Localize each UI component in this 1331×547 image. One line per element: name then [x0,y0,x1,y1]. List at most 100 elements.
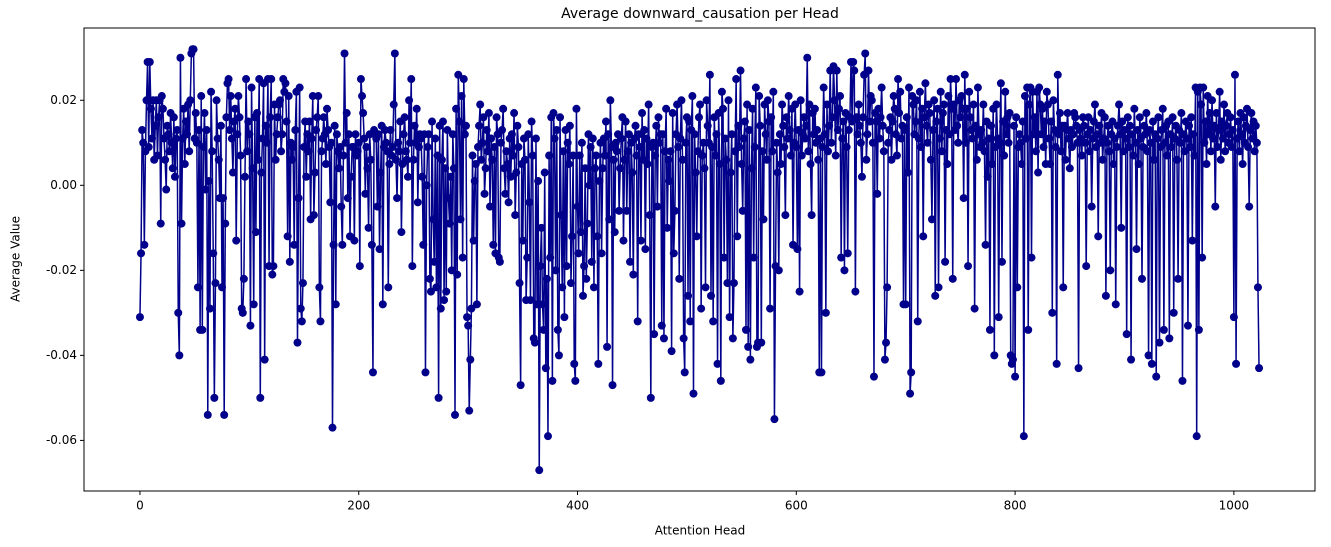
data-point [1134,160,1143,169]
data-point [1252,138,1261,147]
data-point [1159,325,1168,334]
data-point [715,160,724,169]
data-point [857,172,866,181]
data-point [795,287,804,296]
data-point [362,143,371,152]
data-point [1047,117,1056,126]
data-point [495,257,504,266]
data-point [285,257,294,266]
data-point [717,87,726,96]
x-tick-label: 800 [1004,499,1027,513]
data-point [283,232,292,241]
data-point [448,130,457,139]
data-point [1183,321,1192,330]
data-point [1235,147,1244,156]
data-point [323,104,332,113]
data-point [1080,121,1089,130]
data-point [506,172,515,181]
data-point [1027,253,1036,262]
data-point [440,296,449,305]
data-point [1052,359,1061,368]
data-point [1176,138,1185,147]
data-point [399,130,408,139]
data-point [209,249,218,258]
data-point [358,92,367,101]
data-point [230,117,239,126]
data-point [1121,134,1130,143]
data-point [478,138,487,147]
data-point [324,126,333,135]
data-point [232,236,241,245]
data-point [542,274,551,283]
data-point [566,279,575,288]
data-point [1133,126,1142,135]
data-point [526,296,535,305]
data-point [317,147,326,156]
data-point [539,325,548,334]
data-point [459,75,468,84]
data-point [918,104,927,113]
data-point [508,151,517,160]
data-point [1154,113,1163,122]
data-point [591,164,600,173]
data-point [1227,143,1236,152]
data-point [367,240,376,249]
data-point [446,172,455,181]
data-point [1147,359,1156,368]
data-point [957,92,966,101]
data-point [180,160,189,169]
data-point [1135,113,1144,122]
data-point [525,198,534,207]
data-point [1008,355,1017,364]
data-point [721,134,730,143]
data-point [1086,126,1095,135]
data-point [832,66,841,75]
data-point [817,368,826,377]
data-point [984,134,993,143]
data-point [364,223,373,232]
data-point [801,134,810,143]
data-point [360,134,369,143]
data-point [386,126,395,135]
data-point [441,164,450,173]
data-point [608,381,617,390]
y-tick-label: -0.06 [46,433,77,447]
data-point [135,313,144,322]
data-point [1197,100,1206,109]
data-point [624,130,633,139]
data-point [390,49,399,58]
data-point [1163,151,1172,160]
data-point [980,147,989,156]
data-point [380,126,389,135]
data-point [1194,325,1203,334]
data-point [1245,202,1254,211]
data-point [748,104,757,113]
data-point [559,147,568,156]
data-point [597,249,606,258]
data-point [1170,134,1179,143]
data-point [1093,130,1102,139]
data-point [140,240,149,249]
data-point [394,138,403,147]
data-point [214,155,223,164]
data-point [164,130,173,139]
data-point [822,100,831,109]
data-point [200,109,209,118]
data-point [550,134,559,143]
data-point [606,96,615,105]
data-point [776,160,785,169]
data-point [1148,117,1157,126]
data-point [146,104,155,113]
data-point [820,130,829,139]
data-point [1206,147,1215,156]
data-point [336,143,345,152]
data-point [726,168,735,177]
data-point [504,198,513,207]
data-point [1209,134,1218,143]
data-point [1201,117,1210,126]
data-point [139,138,148,147]
data-point [793,245,802,254]
data-point [867,96,876,105]
data-point [1180,147,1189,156]
y-tick-label: 0.02 [50,93,77,107]
